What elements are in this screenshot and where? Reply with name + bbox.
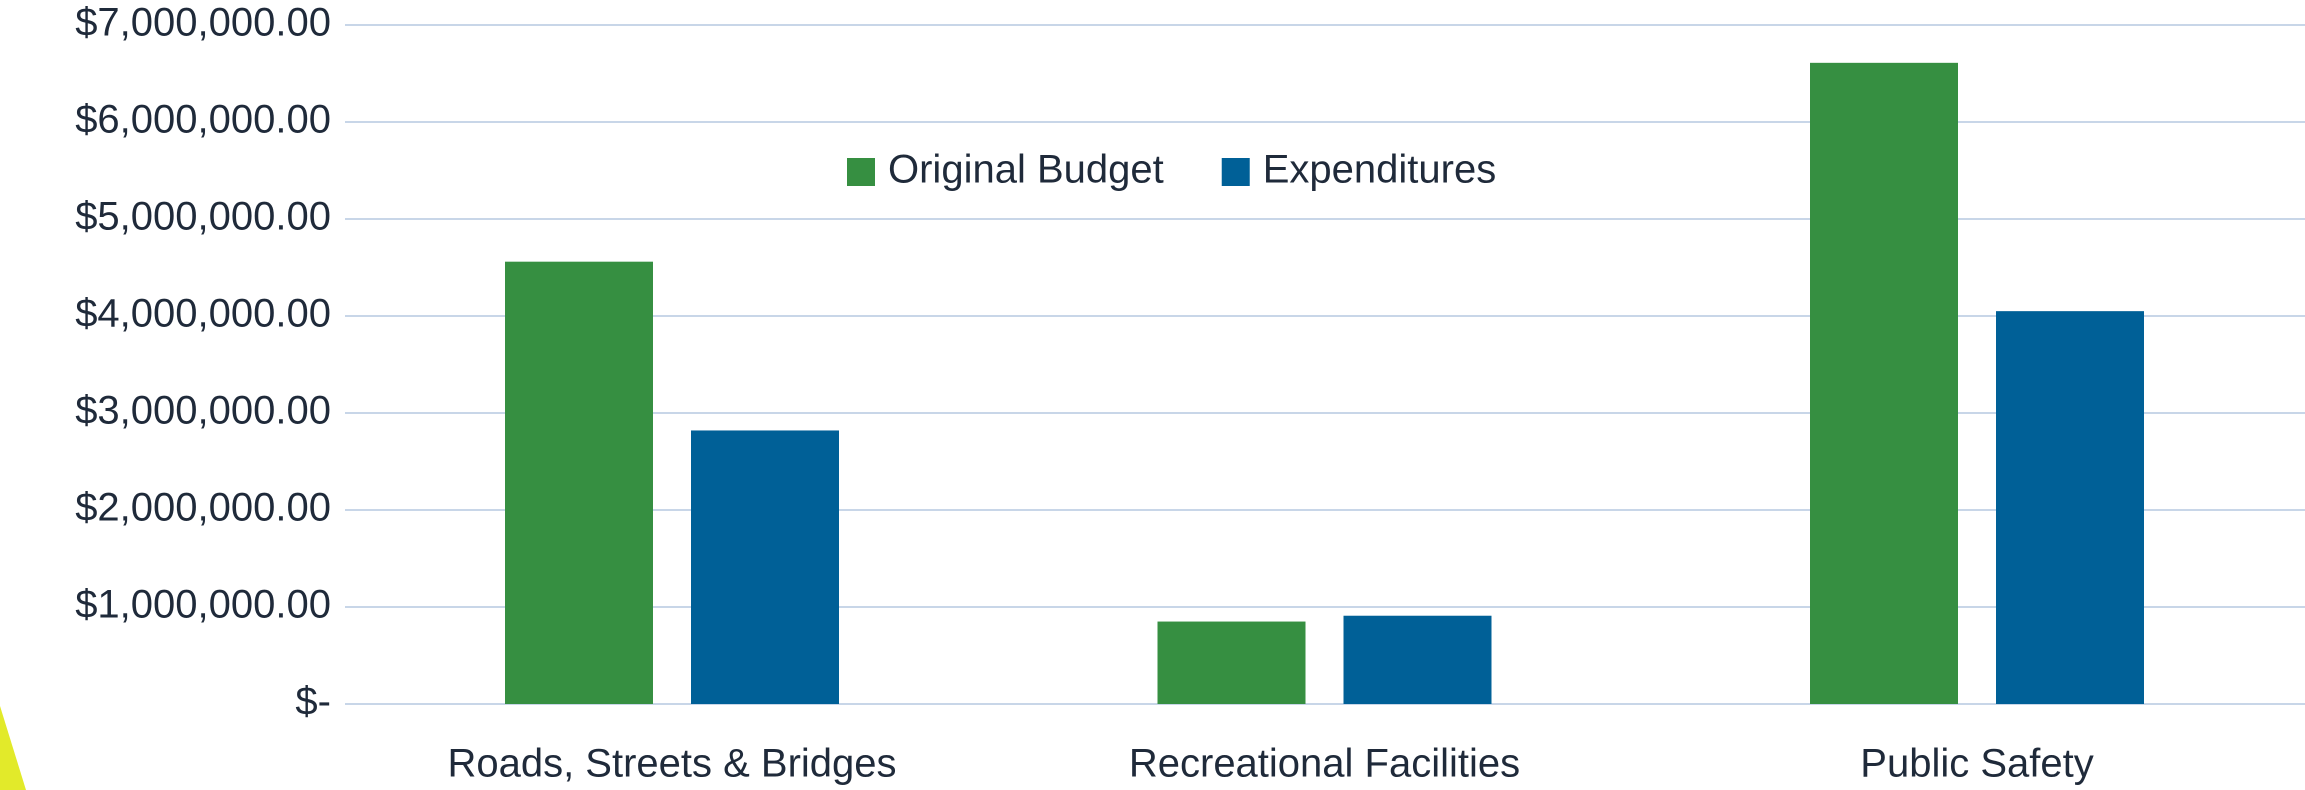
bar <box>1996 311 2144 704</box>
x-tick-label: Recreational Facilities <box>1129 742 1520 786</box>
legend-swatch <box>1221 158 1250 186</box>
y-tick-label: $3,000,000.00 <box>75 389 331 433</box>
bar <box>691 430 839 704</box>
y-tick-label: $7,000,000.00 <box>75 1 331 45</box>
bar <box>1157 621 1306 704</box>
x-tick-label: Public Safety <box>1860 742 2093 786</box>
bar <box>1810 62 1958 704</box>
bar <box>1343 615 1492 704</box>
legend-label: Expenditures <box>1263 148 1496 192</box>
y-tick-label: $- <box>295 680 331 724</box>
legend-label: Original Budget <box>888 148 1164 192</box>
y-tick-label: $2,000,000.00 <box>75 486 331 530</box>
decoration <box>0 706 26 790</box>
y-tick-label: $6,000,000.00 <box>75 98 331 142</box>
y-tick-label: $5,000,000.00 <box>75 195 331 239</box>
y-tick-label: $4,000,000.00 <box>75 292 331 336</box>
y-tick-label: $1,000,000.00 <box>75 583 331 627</box>
bar <box>505 261 653 704</box>
legend-swatch <box>847 158 875 186</box>
x-tick-label: Roads, Streets & Bridges <box>447 742 896 786</box>
